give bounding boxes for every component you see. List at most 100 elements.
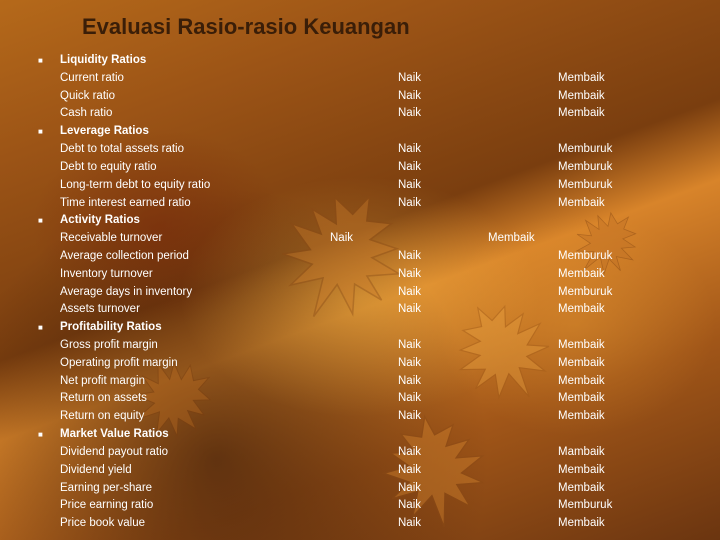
ratio-label: Debt to total assets ratio (60, 141, 330, 159)
ratio-row: Dividend payout ratioNaikMambaik (38, 444, 720, 462)
bullet-spacer (38, 168, 60, 170)
ratio-col4: Membaik (558, 480, 605, 498)
ratio-row: Gross profit marginNaikMembaik (38, 337, 720, 355)
ratio-col2: Naik (398, 141, 488, 159)
ratio-col2: Naik (398, 177, 488, 195)
ratio-label: Gross profit margin (60, 337, 330, 355)
ratio-col2: Naik (398, 248, 488, 266)
ratio-col4: Memburuk (558, 497, 612, 515)
ratio-row: Earning per-share Naik Membaik (38, 480, 720, 498)
bullet-spacer (38, 97, 60, 99)
ratio-row: Receivable turnoverNaik Membaik (38, 230, 720, 248)
ratio-label: Inventory turnover (60, 266, 330, 284)
ratio-col2: Naik (398, 355, 488, 373)
bullet-spacer (38, 293, 60, 295)
ratio-label: Dividend payout ratio (60, 444, 330, 462)
bullet-spacer (38, 399, 60, 401)
ratio-col4: Membaik (558, 408, 605, 426)
ratio-row: Inventory turnoverNaikMembaik (38, 266, 720, 284)
slide-title: Evaluasi Rasio-rasio Keuangan (0, 14, 720, 40)
ratio-col2: Naik (398, 480, 488, 498)
bullet-spacer (38, 239, 60, 241)
ratio-row: Current ratioNaikMembaik (38, 70, 720, 88)
section-heading-row: ■Profitability Ratios (38, 319, 720, 337)
ratio-label: Dividend yield (60, 462, 330, 480)
ratio-col4: Membaik (558, 390, 605, 408)
ratio-row: Price book valueNaikMembaik (38, 515, 720, 533)
ratio-col4: Membaik (558, 515, 605, 533)
ratio-col4: Membaik (558, 88, 605, 106)
bullet-spacer (38, 382, 60, 384)
ratio-col2: Naik (398, 195, 488, 213)
ratio-label: Debt to equity ratio (60, 159, 330, 177)
section-heading-row: ■Leverage Ratios (38, 123, 720, 141)
slide-content: ■Liquidity RatiosCurrent ratioNaikMembai… (0, 52, 720, 533)
ratio-col2: Naik (398, 462, 488, 480)
ratio-col4: Mambaik (558, 444, 605, 462)
ratio-col3: Membaik (488, 230, 558, 248)
ratio-row: Dividend yieldNaikMembaik (38, 462, 720, 480)
ratio-row: Assets turnoverNaikMembaik (38, 301, 720, 319)
section-heading: Activity Ratios (60, 212, 330, 230)
bullet-spacer (38, 524, 60, 526)
bullet-spacer (38, 489, 60, 491)
section-heading: Market Value Ratios (60, 426, 330, 444)
ratio-row: Time interest earned ratioNaikMembaik (38, 195, 720, 213)
ratio-col4: Memburuk (558, 141, 612, 159)
bullet-spacer (38, 417, 60, 419)
ratio-col4: Membaik (558, 301, 605, 319)
ratio-row: Return on assetsNaikMembaik (38, 390, 720, 408)
ratio-col4: Membaik (558, 105, 605, 123)
ratio-col2: Naik (398, 497, 488, 515)
ratio-col2: Naik (398, 373, 488, 391)
bullet-spacer (38, 346, 60, 348)
ratio-label: Cash ratio (60, 105, 330, 123)
bullet-icon: ■ (38, 320, 60, 334)
ratio-col1: Naik (330, 230, 398, 248)
ratio-col2: Naik (398, 408, 488, 426)
bullet-icon: ■ (38, 213, 60, 227)
ratio-col4: Memburuk (558, 159, 612, 177)
ratio-label: Return on equity (60, 408, 330, 426)
bullet-spacer (38, 506, 60, 508)
section-heading: Leverage Ratios (60, 123, 330, 141)
ratio-label: Long-term debt to equity ratio (60, 177, 330, 195)
ratio-row: Net profit margin Naik Membaik (38, 373, 720, 391)
bullet-spacer (38, 114, 60, 116)
ratio-label: Price book value (60, 515, 330, 533)
ratio-label: Net profit margin (60, 373, 330, 391)
section-heading-row: ■Market Value Ratios (38, 426, 720, 444)
ratio-label: Earning per-share (60, 480, 330, 498)
ratio-row: Average collection periodNaikMemburuk (38, 248, 720, 266)
ratio-row: Return on equity Naik Membaik (38, 408, 720, 426)
ratio-col2: Naik (398, 159, 488, 177)
ratio-label: Price earning ratio (60, 497, 330, 515)
bullet-icon: ■ (38, 427, 60, 441)
ratio-col4: Membaik (558, 337, 605, 355)
section-heading: Liquidity Ratios (60, 52, 330, 70)
bullet-spacer (38, 79, 60, 81)
ratio-label: Receivable turnover (60, 230, 330, 248)
ratio-col4: Membaik (558, 266, 605, 284)
bullet-icon: ■ (38, 124, 60, 138)
bullet-spacer (38, 310, 60, 312)
ratio-col4: Memburuk (558, 284, 612, 302)
ratio-col4: Membaik (558, 355, 605, 373)
bullet-icon: ■ (38, 53, 60, 67)
ratio-col4: Membaik (558, 373, 605, 391)
bullet-spacer (38, 150, 60, 152)
ratio-label: Average collection period (60, 248, 330, 266)
ratio-row: Operating profit marginNaikMembaik (38, 355, 720, 373)
ratio-col4: Memburuk (558, 177, 612, 195)
bullet-spacer (38, 364, 60, 366)
ratio-col2: Naik (398, 88, 488, 106)
section-heading: Profitability Ratios (60, 319, 330, 337)
ratio-label: Assets turnover (60, 301, 330, 319)
ratio-row: Debt to total assets ratio Naik Memburuk (38, 141, 720, 159)
ratio-label: Time interest earned ratio (60, 195, 330, 213)
ratio-row: Debt to equity ratio Naik Memburuk (38, 159, 720, 177)
ratio-row: Cash ratioNaikMembaik (38, 105, 720, 123)
bullet-spacer (38, 275, 60, 277)
ratio-col4: Membaik (558, 70, 605, 88)
bullet-spacer (38, 257, 60, 259)
